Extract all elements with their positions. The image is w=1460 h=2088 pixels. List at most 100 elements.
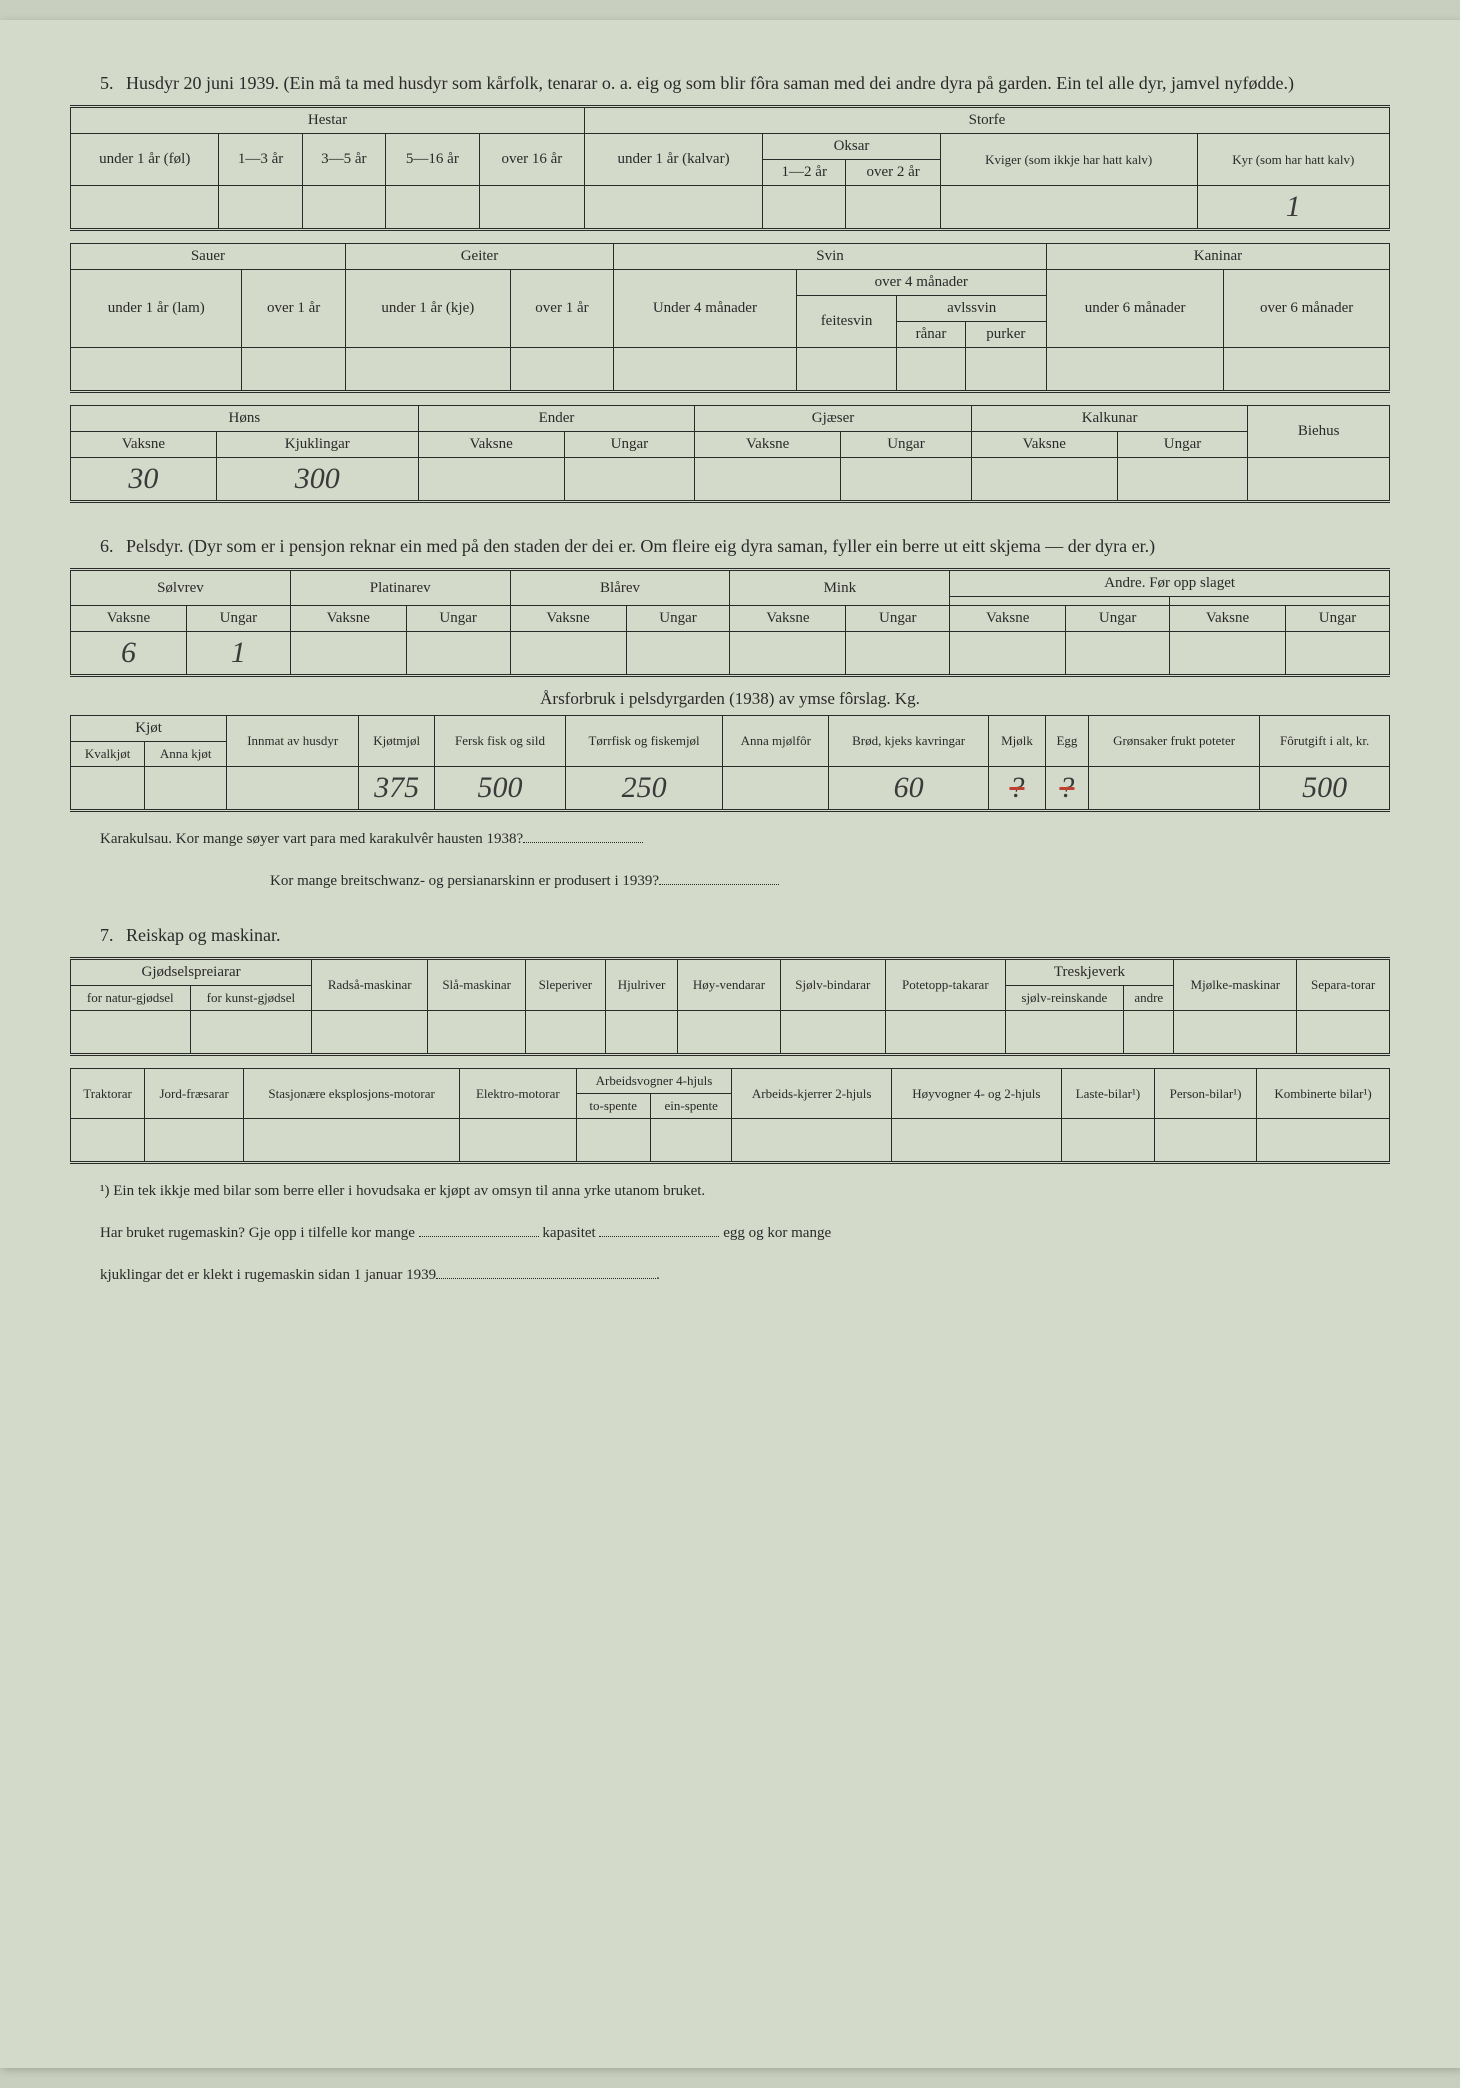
cons-val-10	[1088, 767, 1259, 811]
cell	[891, 1119, 1061, 1163]
table-reiskap-1: Gjødselspreiarar Radså-maskinar Slå-mask…	[70, 957, 1390, 1056]
cell	[763, 186, 846, 230]
andre-label: Andre. Før opp slaget	[950, 570, 1390, 597]
kalkunar-col-1: Ungar	[1117, 432, 1248, 458]
cell	[244, 1119, 460, 1163]
cons-col-3: Tørrfisk og fiskemjøl	[565, 716, 723, 767]
gjaser-label: Gjæser	[695, 406, 972, 432]
cell	[290, 632, 406, 676]
sub-vaksne: Vaksne	[950, 606, 1066, 632]
cell	[846, 186, 940, 230]
cell	[730, 632, 846, 676]
sub-vaksne: Vaksne	[1170, 606, 1286, 632]
section-6-title: 6. Pelsdyr. (Dyr som er i pensjon reknar…	[70, 533, 1390, 560]
cell	[428, 1011, 526, 1055]
cell	[626, 632, 730, 676]
svin-purker: purker	[965, 322, 1046, 348]
cell	[1066, 632, 1170, 676]
cell	[219, 186, 302, 230]
blank-line	[419, 1225, 539, 1237]
karakul-text-1: Karakulsau. Kor mange søyer vart para me…	[100, 831, 523, 847]
svin-over4: over 4 månader	[796, 270, 1046, 296]
geiter-label: Geiter	[345, 244, 613, 270]
cell	[1046, 348, 1223, 392]
table-arsforbruk: Kjøt Innmat av husdyr Kjøtmjøl Fersk fis…	[70, 715, 1390, 812]
oksar-col-1: over 2 år	[846, 160, 940, 186]
cell	[1174, 1011, 1297, 1055]
sub-vaksne: Vaksne	[510, 606, 626, 632]
hestar-label: Hestar	[71, 107, 585, 134]
sauer-col-0: under 1 år (lam)	[71, 270, 242, 348]
mink-label: Mink	[730, 570, 950, 606]
arbeidsvogner-label: Arbeidsvogner 4-hjuls	[576, 1069, 732, 1094]
treskjeverk-label: Treskjeverk	[1005, 959, 1174, 986]
r2-col-1: Jord-fræsarar	[145, 1069, 244, 1119]
cell	[1248, 458, 1390, 502]
section-6-number: 6.	[100, 536, 114, 556]
r1-col-5: Sjølv-bindarar	[780, 959, 886, 1011]
cons-val-8: ?	[989, 767, 1046, 811]
r2-col-2: Stasjonære eksplosjons-motorar	[244, 1069, 460, 1119]
gjodsel-label: Gjødselspreiarar	[71, 959, 312, 986]
r1-col-2: Sleperiver	[526, 959, 606, 1011]
cons-val-3: 375	[359, 767, 435, 811]
arbeidsv-col-1: ein-spente	[650, 1094, 732, 1119]
geiter-col-1: over 1 år	[510, 270, 613, 348]
arsforbruk-title: Årsforbruk i pelsdyrgarden (1938) av yms…	[70, 689, 1390, 709]
cons-col-1: Kjøtmjøl	[359, 716, 435, 767]
hestar-col-0: under 1 år (føl)	[71, 134, 219, 186]
table-sauer-svin: Sauer Geiter Svin Kaninar under 1 år (la…	[70, 243, 1390, 393]
hestar-col-4: over 16 år	[479, 134, 584, 186]
section-5-text: Husdyr 20 juni 1939. (Ein må ta med husd…	[126, 73, 1294, 93]
karakul-line-1: Karakulsau. Kor mange søyer vart para me…	[100, 824, 1390, 854]
cell	[796, 348, 897, 392]
sub-vaksne: Vaksne	[71, 606, 187, 632]
gjaser-col-0: Vaksne	[695, 432, 841, 458]
cons-col-7: Egg	[1045, 716, 1088, 767]
section-6-text: Pelsdyr. (Dyr som er i pensjon reknar ei…	[126, 536, 1155, 556]
cell	[345, 348, 510, 392]
treskje-col-0: sjølv-reinskande	[1005, 986, 1124, 1011]
kaninar-col-1: over 6 månader	[1224, 270, 1390, 348]
cons-val-9: ?	[1045, 767, 1088, 811]
kjot-col-1: Anna kjøt	[145, 742, 227, 767]
rq1a: Har bruket rugemaskin? Gje opp i tilfell…	[100, 1225, 419, 1241]
sub-ungar: Ungar	[406, 606, 510, 632]
cell	[1061, 1119, 1154, 1163]
cell	[71, 1119, 145, 1163]
cell	[242, 348, 345, 392]
rugemaskin-line-1: Har bruket rugemaskin? Gje opp i tilfell…	[100, 1218, 1390, 1248]
cons-col-6: Mjølk	[989, 716, 1046, 767]
cell	[71, 1011, 191, 1055]
platinarev-label: Platinarev	[290, 570, 510, 606]
cell	[385, 186, 479, 230]
cell	[510, 632, 626, 676]
cons-col-0: Innmat av husdyr	[227, 716, 359, 767]
andre-blank-2	[1170, 597, 1390, 606]
cell	[510, 348, 613, 392]
solvrev-ungar-value: 1	[186, 632, 290, 676]
cons-col-8: Grønsaker frukt poteter	[1088, 716, 1259, 767]
cell	[585, 186, 763, 230]
blank-line	[436, 1267, 656, 1279]
cell	[846, 632, 950, 676]
cell	[965, 348, 1046, 392]
gjodsel-col-1: for kunst-gjødsel	[190, 986, 312, 1011]
cell	[460, 1119, 576, 1163]
karakul-line-2: Kor mange breitschwanz- og persianarskin…	[270, 866, 1390, 896]
r1-col-0: Radså-maskinar	[312, 959, 428, 1011]
storfe-oksar: Oksar	[763, 134, 941, 160]
cons-val-0	[71, 767, 145, 811]
treskje-col-1: andre	[1124, 986, 1174, 1011]
hons-col-0: Vaksne	[71, 432, 217, 458]
rq1c: egg og kor mange	[723, 1225, 831, 1241]
section-7-text: Reiskap og maskinar.	[126, 925, 280, 945]
svin-avlssvin: avlssvin	[897, 296, 1047, 322]
kalkunar-col-0: Vaksne	[971, 432, 1117, 458]
hestar-col-3: 5—16 år	[385, 134, 479, 186]
kjot-col-0: Kvalkjøt	[71, 742, 145, 767]
cons-val-11: 500	[1260, 767, 1390, 811]
cell	[302, 186, 385, 230]
solvrev-vaksne-value: 6	[71, 632, 187, 676]
cell	[897, 348, 965, 392]
